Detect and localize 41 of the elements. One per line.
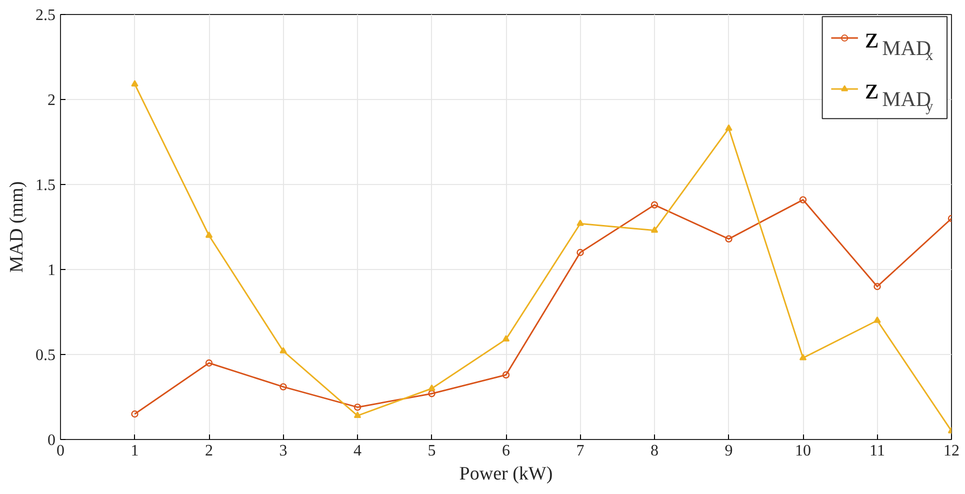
y-axis-title: MAD (mm) xyxy=(6,181,28,273)
point xyxy=(354,404,362,411)
point xyxy=(428,390,436,398)
point xyxy=(131,80,138,87)
point xyxy=(354,412,362,418)
point xyxy=(502,335,510,342)
point xyxy=(725,124,732,131)
x-tick-label: 1 xyxy=(130,442,139,460)
point xyxy=(874,316,881,323)
x-tick-label: 4 xyxy=(354,442,362,460)
x-tick-label: 3 xyxy=(279,442,288,460)
point xyxy=(725,235,732,242)
x-tick-label: 6 xyxy=(502,442,510,460)
point xyxy=(799,196,807,204)
point xyxy=(280,347,287,354)
y-tick-label: 2.5 xyxy=(36,7,56,24)
point xyxy=(874,282,881,290)
x-axis-title: Power (kW) xyxy=(459,464,553,484)
y-tick-label: 0 xyxy=(48,432,56,449)
point xyxy=(650,226,658,233)
y-tick-label: 1 xyxy=(48,262,56,279)
x-tick-label: 8 xyxy=(650,442,658,460)
point xyxy=(650,201,658,208)
y-tick-label: 2 xyxy=(48,92,56,109)
x-tick-label: 5 xyxy=(428,442,436,460)
point xyxy=(205,231,213,238)
x-tick-label: 9 xyxy=(724,442,733,460)
x-tick-label: 11 xyxy=(870,442,885,460)
x-tick-label: 10 xyxy=(795,442,811,460)
point xyxy=(576,248,584,256)
point xyxy=(205,359,213,367)
x-tick-label: 2 xyxy=(205,442,213,460)
y-tick-label: 1.5 xyxy=(36,177,56,194)
point xyxy=(428,384,436,391)
point xyxy=(799,354,807,360)
x-tick-label: 12 xyxy=(944,442,960,460)
x-tick-label: 7 xyxy=(576,442,584,460)
y-tick-label: 0.5 xyxy=(36,347,56,364)
point xyxy=(280,383,287,390)
point xyxy=(502,371,510,378)
point xyxy=(576,220,584,226)
